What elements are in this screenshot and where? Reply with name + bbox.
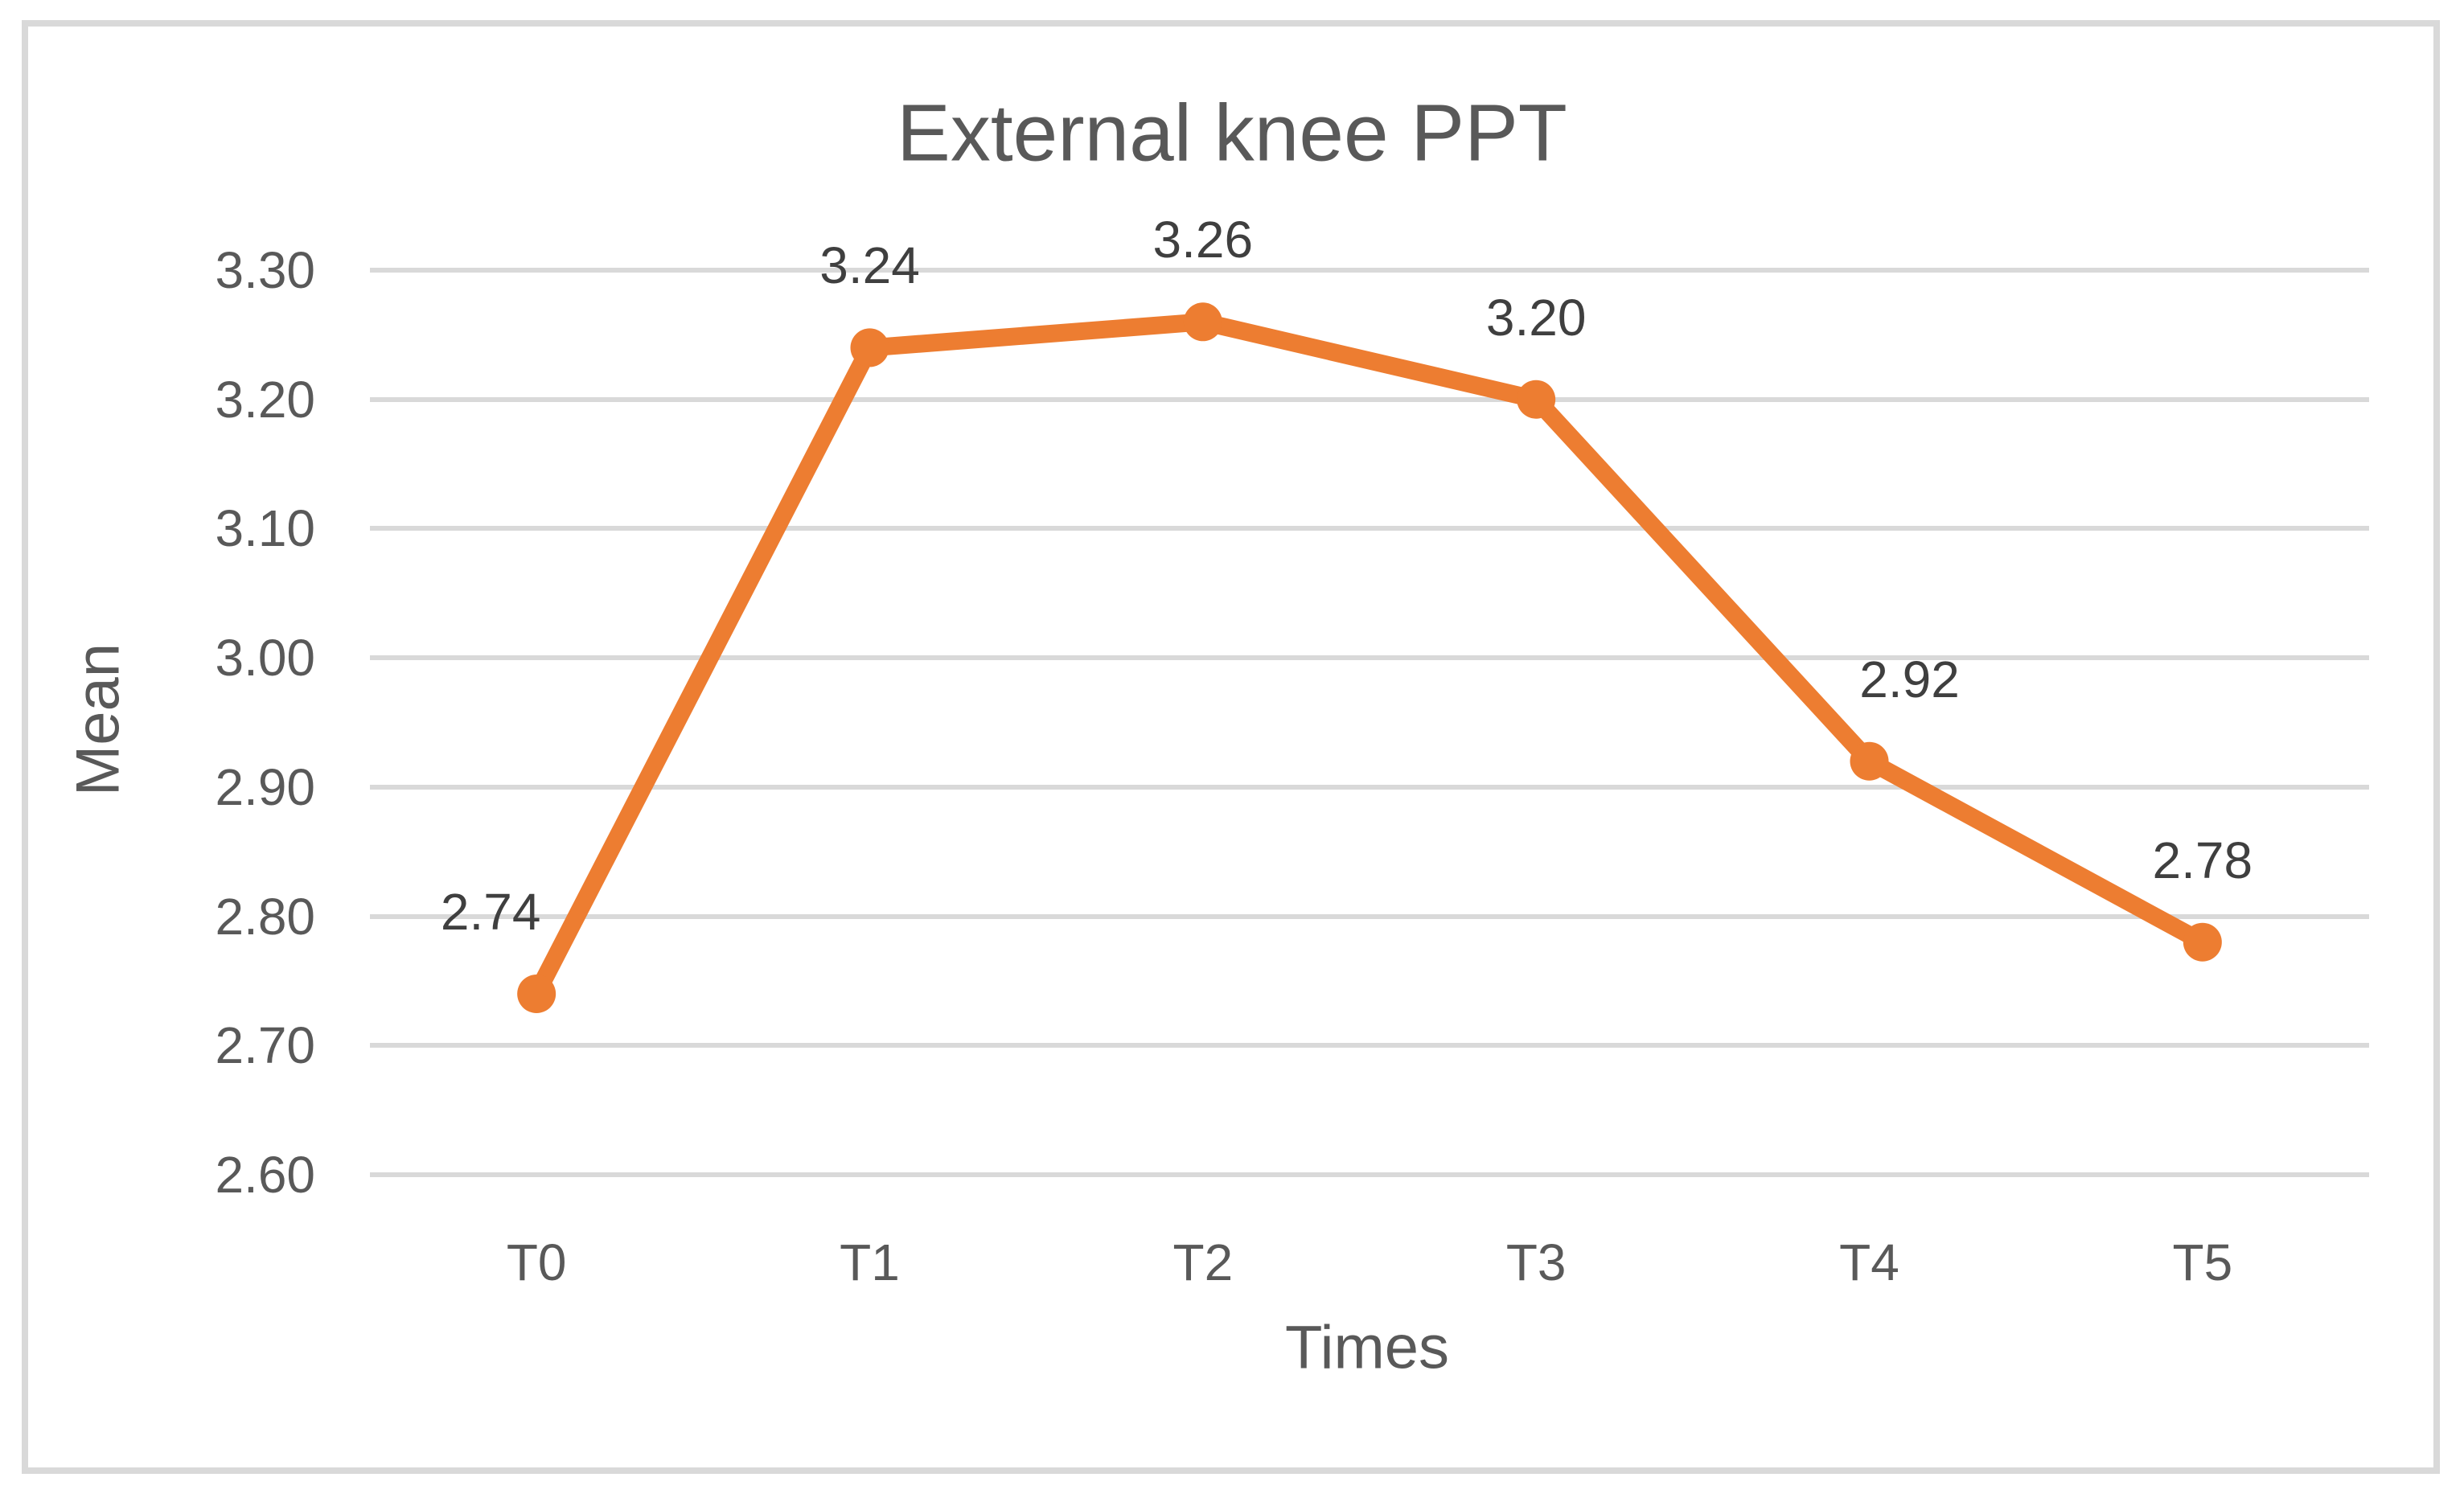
gridline xyxy=(370,655,2369,661)
y-tick-label: 3.20 xyxy=(215,370,315,429)
chart-area-border xyxy=(22,20,2440,1474)
x-axis-title: Times xyxy=(1284,1313,1450,1382)
data-point-label: 2.92 xyxy=(1859,650,1960,708)
y-tick-label: 3.30 xyxy=(215,241,315,299)
series-line xyxy=(528,313,2211,1003)
x-tick-label: T5 xyxy=(2172,1233,2233,1291)
data-point-label: 3.26 xyxy=(1152,211,1254,269)
data-point-label: 3.20 xyxy=(1485,288,1587,347)
gridline xyxy=(370,784,2369,790)
x-tick-label: T2 xyxy=(1172,1233,1234,1291)
gridline xyxy=(370,396,2369,402)
y-tick-label: 2.80 xyxy=(215,887,315,946)
data-point-label: 2.78 xyxy=(2152,831,2253,889)
x-tick-label: T4 xyxy=(1839,1233,1899,1291)
data-point-marker xyxy=(2183,922,2222,962)
gridline xyxy=(370,1172,2369,1177)
y-tick-label: 2.60 xyxy=(215,1146,315,1204)
data-point-label: 2.74 xyxy=(440,883,541,941)
gridline xyxy=(370,913,2369,919)
data-point-marker xyxy=(1183,302,1222,342)
data-point-marker xyxy=(517,975,556,1013)
gridline xyxy=(370,268,2369,273)
data-point-marker xyxy=(850,328,889,367)
x-tick-label: T1 xyxy=(840,1233,900,1291)
gridline xyxy=(370,526,2369,531)
data-point-marker xyxy=(1517,380,1556,419)
data-point-label: 3.24 xyxy=(819,236,920,295)
y-tick-label: 3.00 xyxy=(215,629,315,687)
chart-title: External knee PPT xyxy=(897,88,1567,179)
data-point-marker xyxy=(1850,741,1889,781)
x-tick-label: T3 xyxy=(1505,1233,1567,1291)
gridline xyxy=(370,1043,2369,1049)
x-tick-label: T0 xyxy=(506,1233,567,1291)
y-tick-label: 3.10 xyxy=(215,499,315,558)
y-tick-label: 2.70 xyxy=(215,1016,315,1075)
y-tick-label: 2.90 xyxy=(215,757,315,816)
